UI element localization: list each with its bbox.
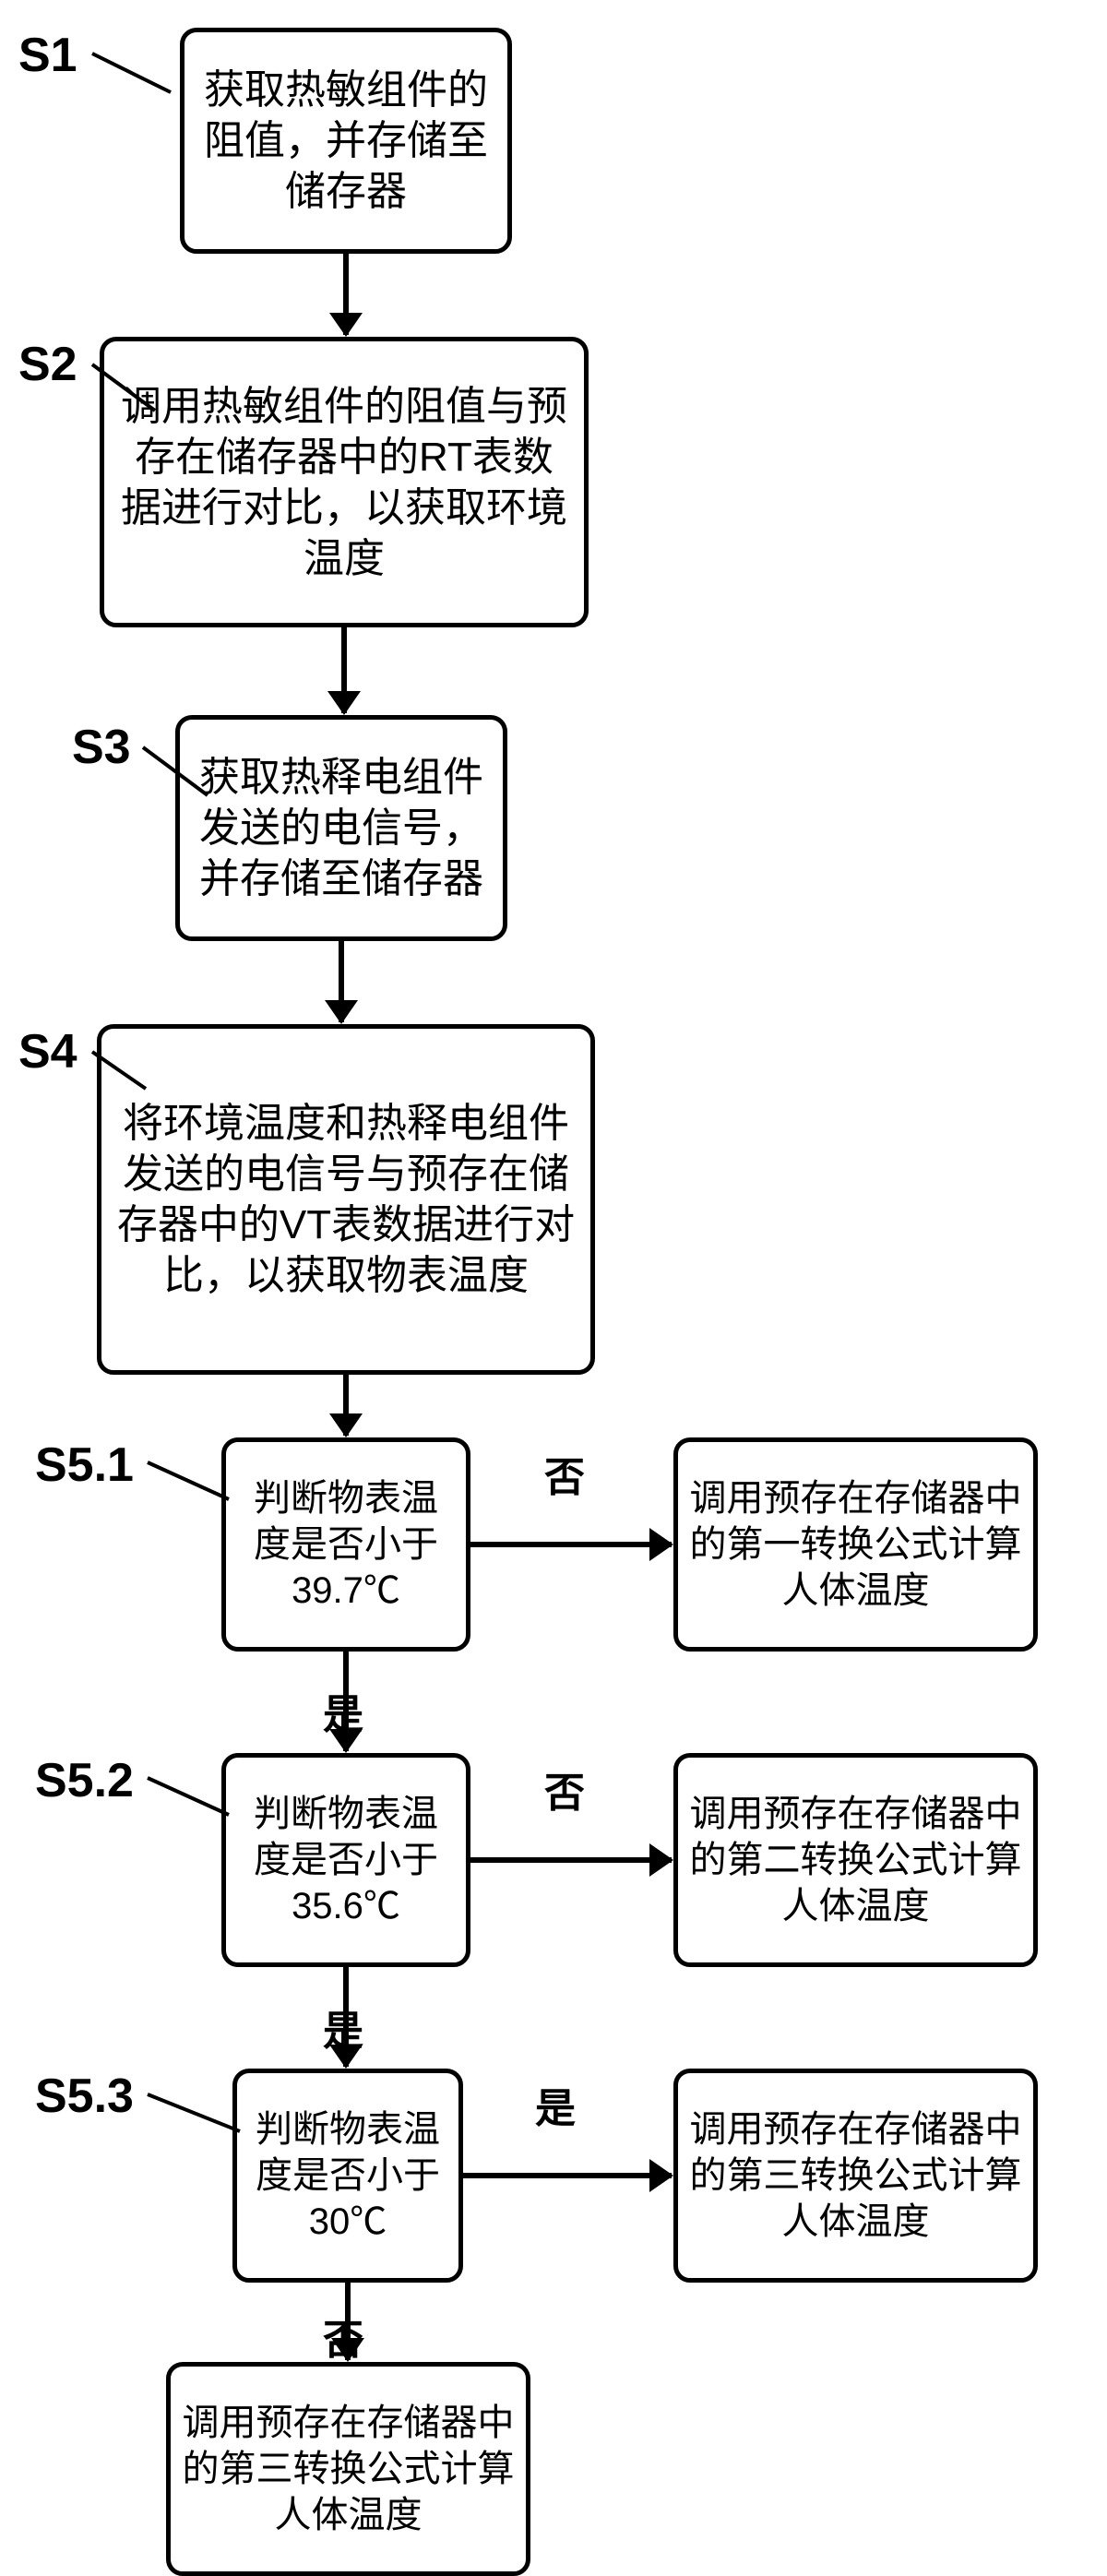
node-text: 判断物表温度是否小于35.6℃ bbox=[237, 1791, 455, 1929]
step-label-l4: S4 bbox=[18, 1024, 77, 1079]
node-text: 调用预存在存储器中的第三转换公式计算人体温度 bbox=[689, 2106, 1022, 2245]
flowchart-node-s1: 获取热敏组件的阻值，并存储至储存器 bbox=[180, 28, 512, 254]
flowchart-canvas: 获取热敏组件的阻值，并存储至储存器调用热敏组件的阻值与预存在储存器中的RT表数据… bbox=[0, 0, 1107, 2516]
flowchart-node-s53b: 调用预存在存储器中的第三转换公式计算人体温度 bbox=[166, 2362, 530, 2576]
flowchart-node-s52: 判断物表温度是否小于35.6℃ bbox=[221, 1753, 470, 1967]
flowchart-node-s52r: 调用预存在存储器中的第二转换公式计算人体温度 bbox=[673, 1753, 1038, 1967]
node-text: 判断物表温度是否小于39.7℃ bbox=[237, 1475, 455, 1614]
step-label-l52: S5.2 bbox=[35, 1753, 134, 1808]
step-label-l2: S2 bbox=[18, 337, 77, 392]
node-text: 调用预存在存储器中的第三转换公式计算人体温度 bbox=[182, 2400, 515, 2538]
flowchart-node-s4: 将环境温度和热释电组件发送的电信号与预存在储存器中的VT表数据进行对比，以获取物… bbox=[97, 1024, 595, 1375]
node-text: 调用预存在存储器中的第二转换公式计算人体温度 bbox=[689, 1791, 1022, 1929]
edge-label-e4: 是 bbox=[323, 1998, 363, 2057]
edge-label-e6: 否 bbox=[323, 2307, 363, 2366]
flowchart-node-s51r: 调用预存在存储器中的第一转换公式计算人体温度 bbox=[673, 1437, 1038, 1652]
flowchart-node-s2: 调用热敏组件的阻值与预存在储存器中的RT表数据进行对比，以获取环境温度 bbox=[100, 337, 589, 627]
edge-label-e2: 是 bbox=[323, 1681, 363, 1740]
node-text: 调用热敏组件的阻值与预存在储存器中的RT表数据进行对比，以获取环境温度 bbox=[115, 381, 573, 584]
flowchart-node-s53r: 调用预存在存储器中的第三转换公式计算人体温度 bbox=[673, 2069, 1038, 2283]
edge-label-e3: 否 bbox=[544, 1759, 585, 1819]
step-label-l3: S3 bbox=[72, 720, 131, 775]
edge-label-e5: 是 bbox=[535, 2075, 576, 2134]
flowchart-node-s53: 判断物表温度是否小于30℃ bbox=[232, 2069, 463, 2283]
node-text: 判断物表温度是否小于30℃ bbox=[248, 2106, 447, 2245]
step-label-l51: S5.1 bbox=[35, 1437, 134, 1493]
step-label-l1: S1 bbox=[18, 28, 77, 83]
node-text: 调用预存在存储器中的第一转换公式计算人体温度 bbox=[689, 1475, 1022, 1614]
flowchart-node-s51: 判断物表温度是否小于39.7℃ bbox=[221, 1437, 470, 1652]
node-text: 将环境温度和热释电组件发送的电信号与预存在储存器中的VT表数据进行对比，以获取物… bbox=[113, 1098, 579, 1301]
edge-label-e1: 否 bbox=[544, 1444, 585, 1503]
node-text: 获取热释电组件发送的电信号，并存储至储存器 bbox=[191, 752, 492, 904]
node-text: 获取热敏组件的阻值，并存储至储存器 bbox=[196, 65, 496, 217]
step-label-l53: S5.3 bbox=[35, 2069, 134, 2124]
flowchart-node-s3: 获取热释电组件发送的电信号，并存储至储存器 bbox=[175, 715, 507, 941]
